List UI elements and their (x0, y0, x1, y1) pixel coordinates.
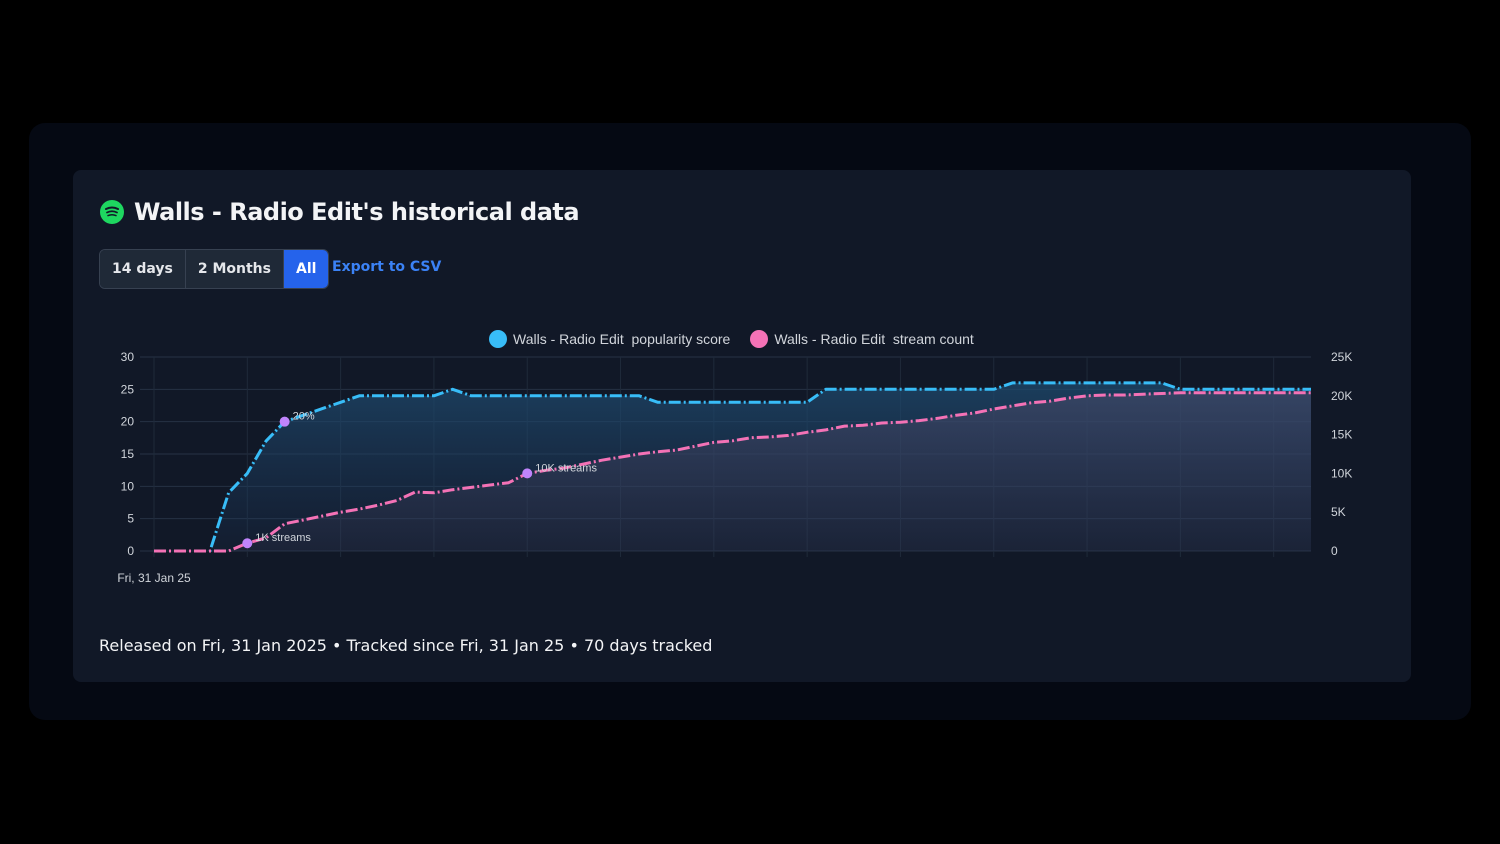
svg-text:5K: 5K (1331, 505, 1346, 519)
legend-dot-icon (750, 330, 769, 348)
svg-text:10K streams: 10K streams (535, 462, 597, 474)
svg-text:20%: 20% (293, 411, 315, 423)
export-csv-link[interactable]: Export to CSV (332, 259, 442, 275)
title-row: Walls - Radio Edit's historical data (100, 198, 580, 226)
page-title: Walls - Radio Edit's historical data (134, 198, 580, 226)
svg-text:10K: 10K (1331, 466, 1352, 480)
chart-legend: Walls - Radio Edit popularity score Wall… (489, 330, 974, 348)
svg-text:5: 5 (127, 512, 134, 526)
svg-text:10: 10 (121, 479, 135, 493)
spotify-icon (100, 200, 124, 224)
legend-label: Walls - Radio Edit stream count (774, 331, 974, 347)
svg-text:25: 25 (121, 382, 135, 396)
svg-text:Fri, 31 Jan 25: Fri, 31 Jan 25 (117, 571, 191, 585)
legend-label: Walls - Radio Edit popularity score (513, 331, 731, 347)
svg-text:20K: 20K (1331, 389, 1352, 403)
svg-text:15: 15 (121, 447, 135, 461)
svg-text:0: 0 (127, 544, 134, 558)
svg-text:25K: 25K (1331, 350, 1352, 364)
svg-text:15K: 15K (1331, 428, 1352, 442)
svg-text:20: 20 (121, 415, 135, 429)
svg-text:1K streams: 1K streams (255, 532, 311, 544)
svg-text:0: 0 (1331, 544, 1338, 558)
svg-text:30: 30 (121, 350, 135, 364)
legend-popularity[interactable]: Walls - Radio Edit popularity score (489, 330, 730, 348)
tracking-summary: Released on Fri, 31 Jan 2025 • Tracked s… (99, 636, 713, 655)
range-selector: 14 days 2 Months All (99, 249, 330, 289)
legend-dot-icon (489, 330, 507, 348)
range-all-button[interactable]: All (283, 250, 329, 288)
legend-streams[interactable]: Walls - Radio Edit stream count (750, 330, 974, 348)
range-2-months-button[interactable]: 2 Months (185, 250, 284, 288)
range-14-days-button[interactable]: 14 days (100, 250, 186, 288)
